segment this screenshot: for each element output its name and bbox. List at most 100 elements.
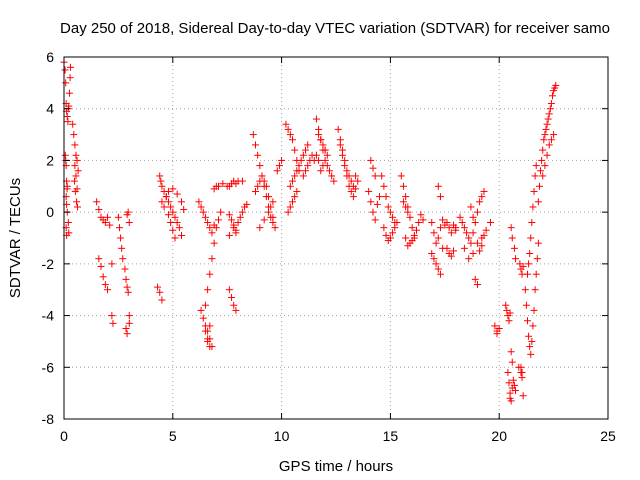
data-point	[72, 151, 80, 159]
data-point	[249, 131, 257, 139]
data-point	[330, 177, 338, 185]
data-point	[541, 162, 549, 170]
data-point	[530, 187, 538, 195]
data-point	[525, 260, 533, 268]
data-point	[217, 208, 225, 216]
data-point	[371, 216, 379, 224]
data-point	[528, 218, 536, 226]
data-point	[101, 218, 109, 226]
data-point	[167, 218, 175, 226]
data-point	[460, 224, 468, 232]
data-point	[70, 177, 78, 185]
data-point	[343, 172, 351, 180]
data-point	[432, 239, 440, 247]
data-point	[535, 182, 543, 190]
data-point	[206, 270, 214, 278]
data-point	[125, 218, 133, 226]
data-point	[109, 319, 117, 327]
data-point	[232, 306, 240, 314]
data-point	[64, 218, 72, 226]
data-point	[345, 182, 353, 190]
data-point	[204, 218, 212, 226]
y-tick-label: -8	[42, 411, 55, 427]
data-point	[482, 226, 490, 234]
data-point	[549, 92, 557, 100]
data-point	[476, 247, 484, 255]
data-point	[323, 151, 331, 159]
data-point	[312, 151, 320, 159]
data-point	[493, 330, 501, 338]
data-point	[302, 146, 310, 154]
data-point	[460, 244, 468, 252]
data-point	[532, 270, 540, 278]
data-point	[197, 306, 205, 314]
data-point	[538, 156, 546, 164]
data-point	[393, 218, 401, 226]
data-point	[506, 394, 514, 402]
data-point	[456, 213, 464, 221]
data-point	[369, 164, 377, 172]
data-point	[108, 260, 116, 268]
data-point	[319, 141, 327, 149]
plot-frame	[63, 56, 609, 420]
data-point	[178, 231, 186, 239]
y-tick-label: 6	[46, 49, 54, 65]
data-point	[436, 193, 444, 201]
data-point	[260, 216, 268, 224]
data-point	[447, 252, 455, 260]
data-point	[347, 177, 355, 185]
data-point	[376, 193, 384, 201]
data-point	[286, 182, 294, 190]
data-point	[432, 260, 440, 268]
data-point	[402, 234, 410, 242]
data-point	[523, 270, 531, 278]
data-point	[62, 79, 70, 87]
data-point	[336, 141, 344, 149]
data-markers	[60, 58, 560, 405]
grid-lines	[64, 57, 608, 419]
data-point	[225, 286, 233, 294]
data-point	[452, 226, 460, 234]
data-point	[546, 105, 554, 113]
data-point	[204, 337, 212, 345]
data-point	[95, 255, 103, 263]
data-point	[373, 200, 381, 208]
data-point	[288, 198, 296, 206]
data-point	[504, 368, 512, 376]
data-point	[478, 193, 486, 201]
data-point	[434, 265, 442, 273]
data-point	[210, 239, 218, 247]
data-point	[104, 213, 112, 221]
data-point	[399, 182, 407, 190]
data-point	[256, 224, 264, 232]
data-point	[321, 156, 329, 164]
data-point	[286, 203, 294, 211]
data-point	[251, 141, 259, 149]
data-point	[434, 234, 442, 242]
data-point	[304, 162, 312, 170]
data-point	[230, 224, 238, 232]
x-tick-label: 20	[491, 428, 507, 444]
data-point	[508, 234, 516, 242]
data-point	[527, 234, 535, 242]
data-point	[478, 242, 486, 250]
data-point	[121, 265, 129, 273]
data-point	[160, 203, 168, 211]
data-point	[201, 301, 209, 309]
data-point	[271, 224, 279, 232]
data-point	[64, 118, 72, 126]
data-point	[428, 250, 436, 258]
data-point	[315, 131, 323, 139]
data-point	[518, 368, 526, 376]
data-point	[471, 218, 479, 226]
data-point	[63, 182, 71, 190]
data-point	[123, 283, 131, 291]
data-point	[225, 211, 233, 219]
data-point	[173, 190, 181, 198]
data-point	[380, 182, 388, 190]
y-axis-label: SDTVAR / TECUs	[7, 178, 24, 298]
data-point	[476, 198, 484, 206]
data-point	[164, 198, 172, 206]
data-point	[125, 319, 133, 327]
